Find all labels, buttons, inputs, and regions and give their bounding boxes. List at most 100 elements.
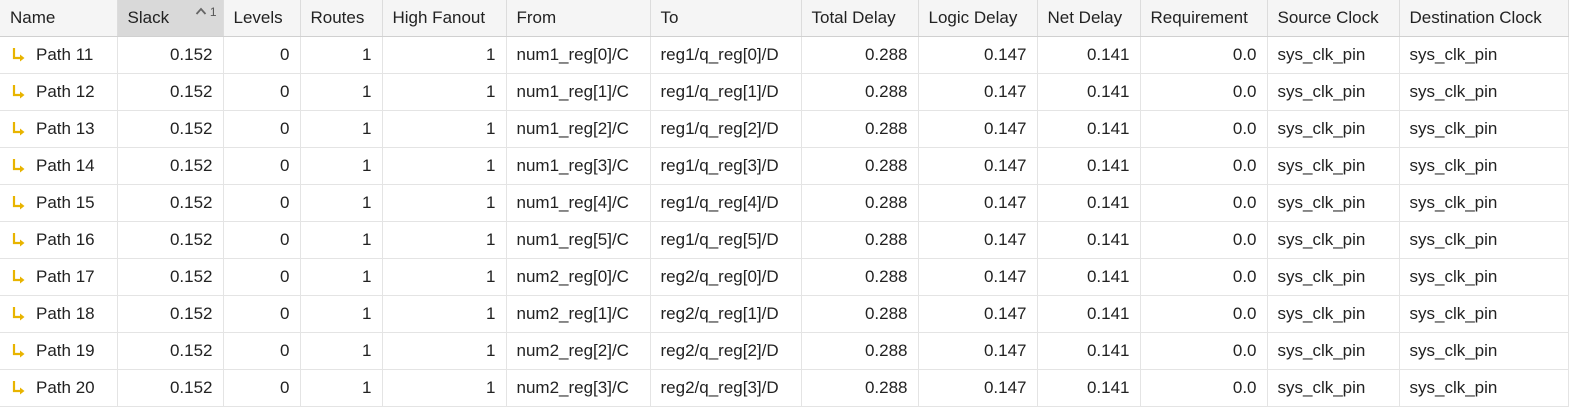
- cell-levels: 0: [223, 221, 301, 259]
- column-header-net-delay[interactable]: Net Delay: [1037, 0, 1141, 37]
- column-header-routes[interactable]: Routes: [300, 0, 383, 37]
- cell-name: Path 19: [0, 332, 118, 370]
- column-header-logic-delay[interactable]: Logic Delay: [918, 0, 1038, 37]
- path-arrow-icon: [10, 46, 26, 64]
- cell-source-clock: sys_clk_pin: [1267, 147, 1400, 185]
- path-arrow-icon: [10, 120, 26, 138]
- cell-routes: 1: [300, 147, 383, 185]
- cell-slack: 0.152: [117, 332, 224, 370]
- cell-name: Path 17: [0, 258, 118, 296]
- cell-from: num2_reg[1]/C: [506, 295, 651, 333]
- column-header-label: Name: [10, 8, 56, 27]
- cell-high-fanout: 1: [382, 147, 507, 185]
- cell-high-fanout: 1: [382, 221, 507, 259]
- cell-total-delay: 0.288: [801, 147, 919, 185]
- column-header-source-clock[interactable]: Source Clock: [1267, 0, 1400, 37]
- table-row[interactable]: Path 18 0.152 0 1 1 num2_reg[1]/C reg2/q_reg[1…: [0, 295, 1569, 333]
- cell-to: reg2/q_reg[3]/D: [650, 369, 802, 407]
- path-name-label: Path 15: [36, 193, 95, 212]
- table-row[interactable]: Path 12 0.152 0 1 1 num1_reg[1]/C reg1/q_reg[1…: [0, 73, 1569, 111]
- table-row[interactable]: Path 15 0.152 0 1 1 num1_reg[4]/C reg1/q_reg[4…: [0, 184, 1569, 222]
- path-name: Path 17: [10, 267, 107, 287]
- cell-name: Path 16: [0, 221, 118, 259]
- column-header-high-fanout[interactable]: High Fanout: [382, 0, 507, 37]
- cell-logic-delay: 0.147: [918, 36, 1038, 74]
- cell-levels: 0: [223, 332, 301, 370]
- cell-destination-clock: sys_clk_pin: [1399, 295, 1569, 333]
- path-name-label: Path 20: [36, 378, 95, 397]
- cell-logic-delay: 0.147: [918, 258, 1038, 296]
- path-name-label: Path 18: [36, 304, 95, 323]
- cell-to: reg2/q_reg[0]/D: [650, 258, 802, 296]
- cell-levels: 0: [223, 184, 301, 222]
- cell-from: num1_reg[5]/C: [506, 221, 651, 259]
- path-arrow-icon: [10, 194, 26, 212]
- cell-destination-clock: sys_clk_pin: [1399, 221, 1569, 259]
- cell-to: reg2/q_reg[1]/D: [650, 295, 802, 333]
- path-name: Path 19: [10, 341, 107, 361]
- cell-source-clock: sys_clk_pin: [1267, 332, 1400, 370]
- column-header-label: From: [516, 8, 557, 27]
- cell-source-clock: sys_clk_pin: [1267, 258, 1400, 296]
- cell-source-clock: sys_clk_pin: [1267, 295, 1400, 333]
- cell-routes: 1: [300, 258, 383, 296]
- path-arrow-icon: [10, 342, 26, 360]
- table-row[interactable]: Path 11 0.152 0 1 1 num1_reg[0]/C reg1/q_reg[0…: [0, 36, 1569, 74]
- table-header: Name Slack 1 Levels Routes High Fanout From To T…: [0, 0, 1569, 37]
- cell-logic-delay: 0.147: [918, 221, 1038, 259]
- column-header-total-delay[interactable]: Total Delay: [801, 0, 919, 37]
- cell-source-clock: sys_clk_pin: [1267, 73, 1400, 111]
- path-name: Path 18: [10, 304, 107, 324]
- table-row[interactable]: Path 17 0.152 0 1 1 num2_reg[0]/C reg2/q_reg[0…: [0, 258, 1569, 296]
- cell-levels: 0: [223, 258, 301, 296]
- cell-to: reg1/q_reg[4]/D: [650, 184, 802, 222]
- sort-order-label: 1: [209, 5, 217, 19]
- table-row[interactable]: Path 20 0.152 0 1 1 num2_reg[3]/C reg2/q_reg[3…: [0, 369, 1569, 407]
- path-arrow-icon: [10, 157, 26, 175]
- table-row[interactable]: Path 19 0.152 0 1 1 num2_reg[2]/C reg2/q_reg[2…: [0, 332, 1569, 370]
- column-header-label: Total Delay: [811, 8, 896, 27]
- path-arrow-icon: [10, 305, 26, 323]
- table-row[interactable]: Path 16 0.152 0 1 1 num1_reg[5]/C reg1/q_reg[5…: [0, 221, 1569, 259]
- cell-requirement: 0.0: [1140, 369, 1268, 407]
- column-header-slack[interactable]: Slack 1: [117, 0, 224, 37]
- cell-slack: 0.152: [117, 295, 224, 333]
- column-header-label: Net Delay: [1047, 8, 1123, 27]
- cell-slack: 0.152: [117, 369, 224, 407]
- cell-name: Path 13: [0, 110, 118, 148]
- column-header-label: To: [660, 8, 679, 27]
- cell-source-clock: sys_clk_pin: [1267, 184, 1400, 222]
- cell-total-delay: 0.288: [801, 332, 919, 370]
- cell-net-delay: 0.141: [1037, 258, 1141, 296]
- cell-total-delay: 0.288: [801, 369, 919, 407]
- column-header-to[interactable]: To: [650, 0, 802, 37]
- cell-routes: 1: [300, 332, 383, 370]
- header-row: Name Slack 1 Levels Routes High Fanout From To T…: [0, 0, 1569, 37]
- cell-high-fanout: 1: [382, 295, 507, 333]
- cell-name: Path 20: [0, 369, 118, 407]
- column-header-levels[interactable]: Levels: [223, 0, 301, 37]
- cell-to: reg1/q_reg[1]/D: [650, 73, 802, 111]
- cell-from: num1_reg[2]/C: [506, 110, 651, 148]
- cell-destination-clock: sys_clk_pin: [1399, 184, 1569, 222]
- cell-from: num1_reg[0]/C: [506, 36, 651, 74]
- cell-slack: 0.152: [117, 184, 224, 222]
- path-name-label: Path 12: [36, 82, 95, 101]
- cell-from: num2_reg[2]/C: [506, 332, 651, 370]
- cell-routes: 1: [300, 295, 383, 333]
- cell-total-delay: 0.288: [801, 295, 919, 333]
- cell-net-delay: 0.141: [1037, 332, 1141, 370]
- cell-slack: 0.152: [117, 73, 224, 111]
- column-header-from[interactable]: From: [506, 0, 651, 37]
- cell-source-clock: sys_clk_pin: [1267, 221, 1400, 259]
- cell-destination-clock: sys_clk_pin: [1399, 73, 1569, 111]
- table-row[interactable]: Path 14 0.152 0 1 1 num1_reg[3]/C reg1/q_reg[3…: [0, 147, 1569, 185]
- cell-levels: 0: [223, 36, 301, 74]
- column-header-destination-clock[interactable]: Destination Clock: [1399, 0, 1569, 37]
- cell-net-delay: 0.141: [1037, 36, 1141, 74]
- cell-to: reg1/q_reg[2]/D: [650, 110, 802, 148]
- column-header-name[interactable]: Name: [0, 0, 118, 37]
- column-header-requirement[interactable]: Requirement: [1140, 0, 1268, 37]
- table-row[interactable]: Path 13 0.152 0 1 1 num1_reg[2]/C reg1/q_reg[2…: [0, 110, 1569, 148]
